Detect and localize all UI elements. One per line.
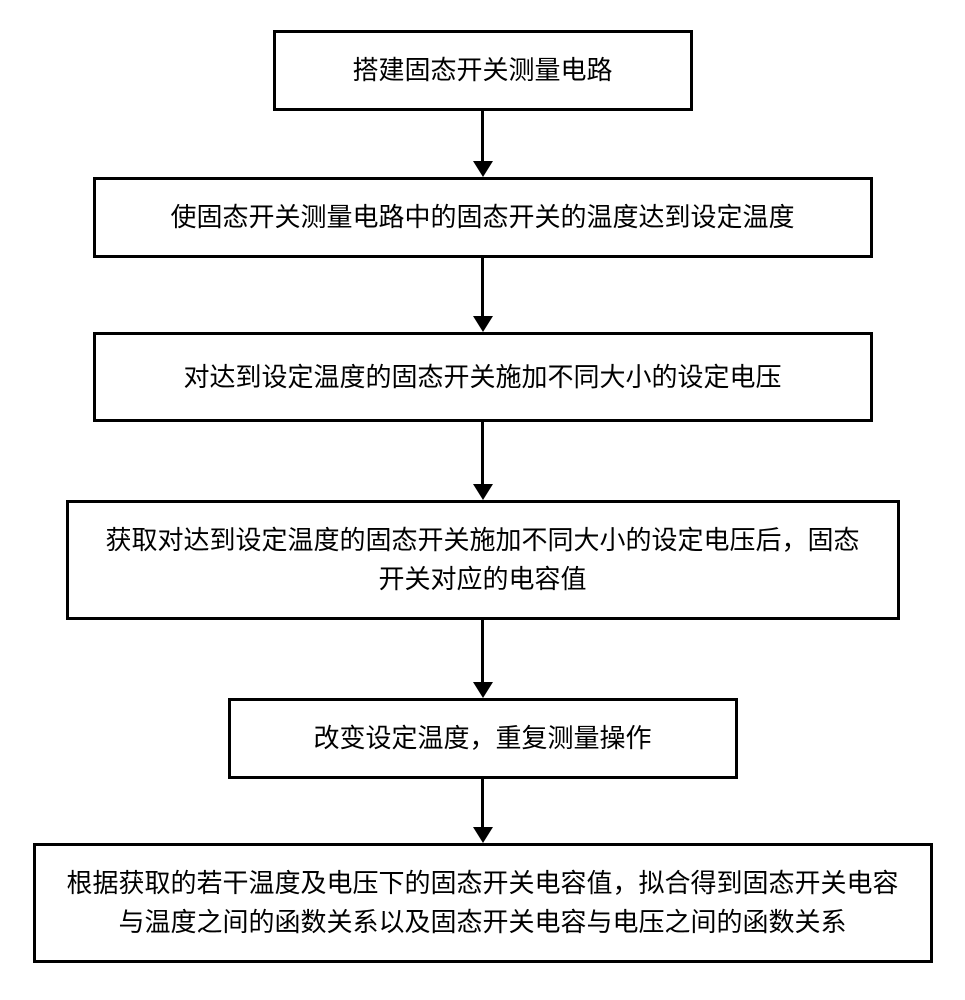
flow-node-5-text: 改变设定温度，重复测量操作: [313, 719, 651, 758]
arrow-2: [473, 258, 493, 332]
flow-node-4-text: 获取对达到设定温度的固态开关施加不同大小的设定电压后，固态开关对应的电容值: [97, 521, 869, 599]
arrow-5-line: [481, 779, 484, 827]
arrow-2-line: [481, 258, 484, 316]
arrow-3-head: [473, 484, 493, 500]
flow-node-4: 获取对达到设定温度的固态开关施加不同大小的设定电压后，固态开关对应的电容值: [66, 500, 900, 620]
flow-node-3: 对达到设定温度的固态开关施加不同大小的设定电压: [93, 332, 873, 422]
flow-node-6-text: 根据获取的若干温度及电压下的固态开关电容值，拟合得到固态开关电容与温度之间的函数…: [64, 864, 902, 942]
flow-node-3-text: 对达到设定温度的固态开关施加不同大小的设定电压: [183, 358, 781, 397]
flow-node-1-text: 搭建固态开关测量电路: [352, 51, 612, 90]
arrow-4: [473, 620, 493, 698]
arrow-5: [473, 779, 493, 843]
arrow-4-line: [481, 620, 484, 682]
arrow-1-line: [481, 111, 484, 161]
flow-node-2: 使固态开关测量电路中的固态开关的温度达到设定温度: [93, 177, 873, 258]
arrow-1: [473, 111, 493, 177]
flow-node-1: 搭建固态开关测量电路: [273, 30, 693, 111]
arrow-1-head: [473, 161, 493, 177]
flow-node-2-text: 使固态开关测量电路中的固态开关的温度达到设定温度: [170, 198, 794, 237]
arrow-4-head: [473, 682, 493, 698]
arrow-2-head: [473, 316, 493, 332]
arrow-5-head: [473, 827, 493, 843]
flow-node-6: 根据获取的若干温度及电压下的固态开关电容值，拟合得到固态开关电容与温度之间的函数…: [33, 843, 933, 963]
flow-node-5: 改变设定温度，重复测量操作: [228, 698, 738, 779]
arrow-3: [473, 422, 493, 500]
arrow-3-line: [481, 422, 484, 484]
